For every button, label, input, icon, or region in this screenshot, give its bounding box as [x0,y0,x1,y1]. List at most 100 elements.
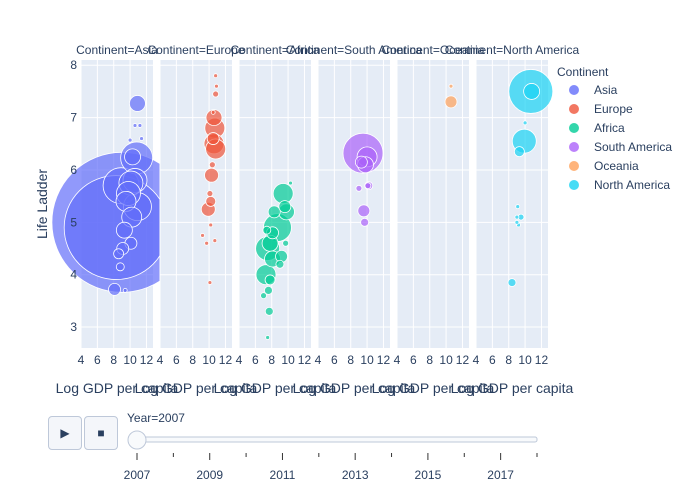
facet-title: Continent=Europe [147,43,244,57]
data-point[interactable] [354,155,368,169]
data-point[interactable] [137,123,143,128]
data-point[interactable] [212,238,218,244]
slider-track[interactable] [136,436,538,443]
data-point[interactable] [364,182,372,190]
y-tick-label: 7 [70,111,77,125]
data-point[interactable] [444,95,458,109]
data-point[interactable] [206,190,214,197]
data-point[interactable] [448,83,454,89]
slider-current-value: Year=2007 [127,411,185,425]
data-point[interactable] [260,292,267,300]
data-point[interactable] [267,205,281,219]
stop-button[interactable]: ■ [84,416,118,450]
data-point[interactable] [205,109,223,126]
data-point[interactable] [208,222,214,228]
data-point[interactable] [507,278,517,287]
data-point[interactable] [124,148,141,166]
data-point[interactable] [139,136,144,141]
data-point[interactable] [129,95,146,112]
x-axis-title: Log GDP per capita [56,380,179,396]
plot-background [397,60,469,348]
x-tick-label: 10 [439,353,453,367]
data-point[interactable] [127,137,133,143]
legend-label: South America [594,140,672,154]
x-tick-label: 12 [456,353,470,367]
x-axis-title: Log GDP per capita [214,380,337,396]
data-point[interactable] [265,335,271,340]
x-axis-title: Log GDP per capita [293,380,416,396]
slider-tick-label: 2013 [342,468,369,482]
data-point[interactable] [122,287,128,293]
slider-tick-label: 2017 [487,468,514,482]
x-tick-label: 8 [110,353,117,367]
legend-title: Continent [557,65,609,79]
data-point[interactable] [513,146,525,158]
slider-handle[interactable] [127,430,147,450]
data-point[interactable] [515,204,521,210]
data-point[interactable] [264,306,274,316]
data-point[interactable] [113,248,125,260]
legend-item[interactable]: Oceania [569,159,639,173]
data-point[interactable] [355,184,363,192]
x-tick-label: 8 [505,353,512,367]
data-point[interactable] [204,167,219,183]
data-point[interactable] [115,221,133,239]
data-point[interactable] [210,109,216,115]
data-point[interactable] [360,217,370,227]
x-tick-label: 12 [140,353,154,367]
data-point[interactable] [278,200,292,214]
legend-label: Asia [594,83,618,97]
facet-title: Continent=Oceania [381,43,484,57]
data-point[interactable] [212,90,220,98]
data-point[interactable] [108,282,121,296]
data-point[interactable] [522,120,528,126]
x-tick-label: 4 [78,353,85,367]
y-tick-label: 4 [70,268,77,282]
data-point[interactable] [514,214,520,220]
legend-marker [569,161,579,171]
data-point[interactable] [205,195,217,207]
data-point[interactable] [200,233,205,238]
data-point[interactable] [208,161,216,169]
data-point[interactable] [262,225,272,235]
legend-label: Oceania [594,159,639,173]
x-tick-label: 4 [157,353,164,367]
data-point[interactable] [282,239,290,247]
data-point[interactable] [357,204,371,218]
legend-label: Europe [594,102,633,116]
data-point[interactable] [204,240,210,246]
x-tick-label: 8 [268,353,275,367]
legend-item[interactable]: Asia [569,83,618,97]
year-slider[interactable]: Year=2007 2007 2009 2011 2013 2015 2017 [124,411,538,482]
data-point[interactable] [523,83,541,100]
data-point[interactable] [207,280,213,285]
data-point[interactable] [275,259,285,269]
data-point[interactable] [514,219,520,225]
x-tick-label: 12 [535,353,549,367]
y-axis-title: Life Ladder [34,169,50,239]
data-point[interactable] [264,274,276,286]
data-point[interactable] [206,132,220,145]
slider-tick-label: 2009 [196,468,223,482]
legend-item[interactable]: Africa [569,121,625,135]
data-point[interactable] [288,180,293,186]
play-button[interactable]: ▶ [48,416,82,450]
legend-item[interactable]: Europe [569,102,633,116]
data-point[interactable] [132,123,138,128]
data-point[interactable] [115,262,125,272]
data-point[interactable] [214,83,219,89]
x-axis-title: Log GDP per capita [451,380,574,396]
x-tick-label: 4 [473,353,480,367]
legend-item[interactable]: South America [569,140,672,154]
legend-item[interactable]: North America [569,178,670,192]
data-point[interactable] [213,73,219,79]
data-point[interactable] [264,285,273,295]
legend-marker [569,104,579,114]
